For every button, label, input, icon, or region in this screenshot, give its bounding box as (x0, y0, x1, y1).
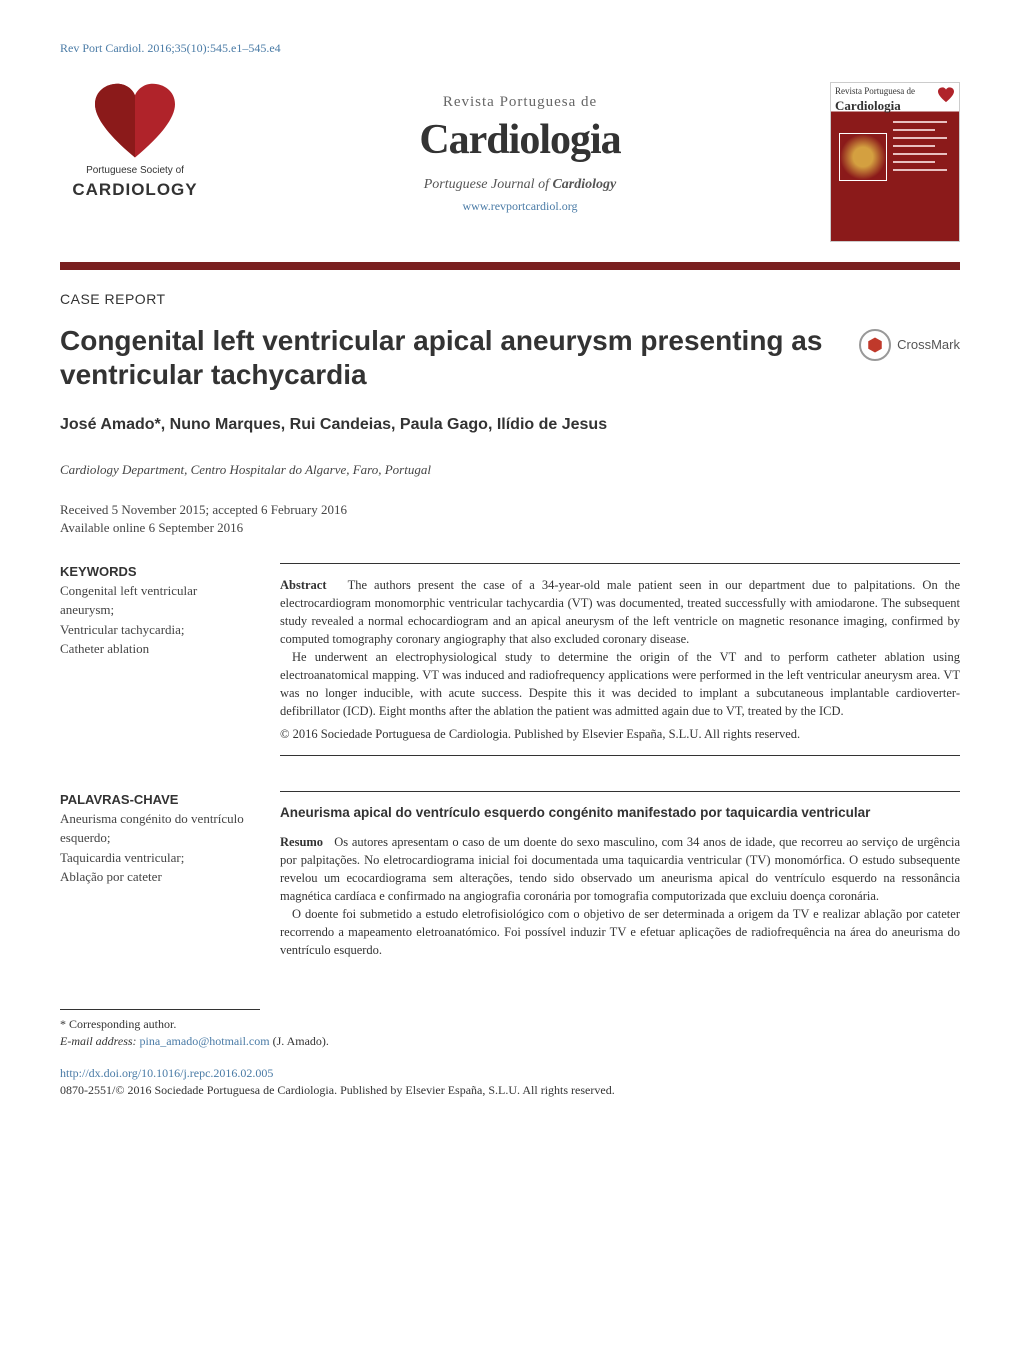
resumo-title: Aneurisma apical do ventrículo esquerdo … (280, 804, 960, 823)
society-top-text: Portuguese Society of (86, 164, 184, 178)
abstract-copyright: © 2016 Sociedade Portuguesa de Cardiolog… (280, 725, 960, 743)
email-label: E-mail address: (60, 1034, 140, 1048)
keywords-heading: KEYWORDS (60, 563, 250, 581)
bottom-copyright: 0870-2551/© 2016 Sociedade Portuguesa de… (60, 1082, 960, 1099)
palavras-column: PALAVRAS-CHAVE Aneurisma congénito do ve… (60, 791, 250, 960)
author-email[interactable]: pina_amado@hotmail.com (140, 1034, 270, 1048)
journal-cover-thumbnail: Revista Portuguesa de Cardiologia (830, 82, 960, 242)
heart-icon (90, 82, 180, 162)
journal-header: Portuguese Society of CARDIOLOGY Revista… (60, 82, 960, 270)
article-title: Congenital left ventricular apical aneur… (60, 324, 839, 391)
resumo-p1: Os autores apresentam o caso de um doent… (280, 835, 960, 903)
doi-link[interactable]: http://dx.doi.org/10.1016/j.repc.2016.02… (60, 1065, 960, 1082)
abstract-label: Abstract (280, 578, 327, 592)
crossmark-hex-icon (866, 336, 884, 354)
title-row: Congenital left ventricular apical aneur… (60, 324, 960, 391)
abstract-column: Abstract The authors present the case of… (280, 563, 960, 756)
abstract-p2: He underwent an electrophysiological stu… (280, 648, 960, 721)
cover-heart-icon (937, 87, 955, 103)
cover-title-text: Cardiologia (835, 97, 915, 115)
cover-text-lines (893, 121, 953, 177)
resumo-label: Resumo (280, 835, 323, 849)
cover-image-placeholder (839, 133, 887, 181)
cover-overline-text: Revista Portuguesa de (835, 86, 915, 96)
email-line: E-mail address: pina_amado@hotmail.com (… (60, 1033, 960, 1050)
corresponding-author: * Corresponding author. (60, 1016, 960, 1033)
cover-overline: Revista Portuguesa de Cardiologia (835, 85, 915, 116)
crossmark-circle (859, 329, 891, 361)
palavras-heading: PALAVRAS-CHAVE (60, 791, 250, 809)
journal-subtitle-pre: Portuguese Journal of (424, 177, 553, 192)
section-label: CASE REPORT (60, 290, 960, 310)
received-accepted: Received 5 November 2015; accepted 6 Feb… (60, 501, 960, 519)
journal-title-block: Revista Portuguesa de Cardiologia Portug… (230, 82, 810, 215)
crossmark-label: CrossMark (897, 336, 960, 354)
author-list: José Amado*, Nuno Marques, Rui Candeias,… (60, 414, 960, 436)
journal-title: Cardiologia (230, 111, 810, 170)
journal-subtitle-bold: Cardiology (552, 177, 616, 192)
affiliation: Cardiology Department, Centro Hospitalar… (60, 461, 960, 479)
footnote-rule (60, 1009, 260, 1010)
abstract-p1: The authors present the case of a 34-yea… (280, 578, 960, 646)
abstract-text: Abstract The authors present the case of… (280, 576, 960, 743)
crossmark-badge[interactable]: CrossMark (859, 329, 960, 361)
resumo-p2: O doente foi submetido a estudo eletrofi… (280, 905, 960, 959)
palavras-list: Aneurisma congénito do ventrículo esquer… (60, 809, 250, 887)
date-block: Received 5 November 2015; accepted 6 Feb… (60, 501, 960, 537)
journal-link[interactable]: www.revportcardiol.org (230, 198, 810, 215)
society-bottom-text: CARDIOLOGY (72, 178, 197, 202)
available-online: Available online 6 September 2016 (60, 519, 960, 537)
resumo-column: Aneurisma apical do ventrículo esquerdo … (280, 791, 960, 960)
keywords-list: Congenital left ventricular aneurysm; Ve… (60, 581, 250, 659)
abstract-block-pt: PALAVRAS-CHAVE Aneurisma congénito do ve… (60, 791, 960, 960)
keywords-column: KEYWORDS Congenital left ventricular ane… (60, 563, 250, 756)
email-suffix: (J. Amado). (270, 1034, 329, 1048)
abstract-block-en: KEYWORDS Congenital left ventricular ane… (60, 563, 960, 756)
resumo-text: Resumo Os autores apresentam o caso de u… (280, 833, 960, 960)
journal-subtitle: Portuguese Journal of Cardiology (230, 175, 810, 195)
society-logo: Portuguese Society of CARDIOLOGY (60, 82, 210, 202)
citation-line: Rev Port Cardiol. 2016;35(10):545.e1–545… (60, 40, 960, 57)
journal-overline: Revista Portuguesa de (230, 92, 810, 113)
